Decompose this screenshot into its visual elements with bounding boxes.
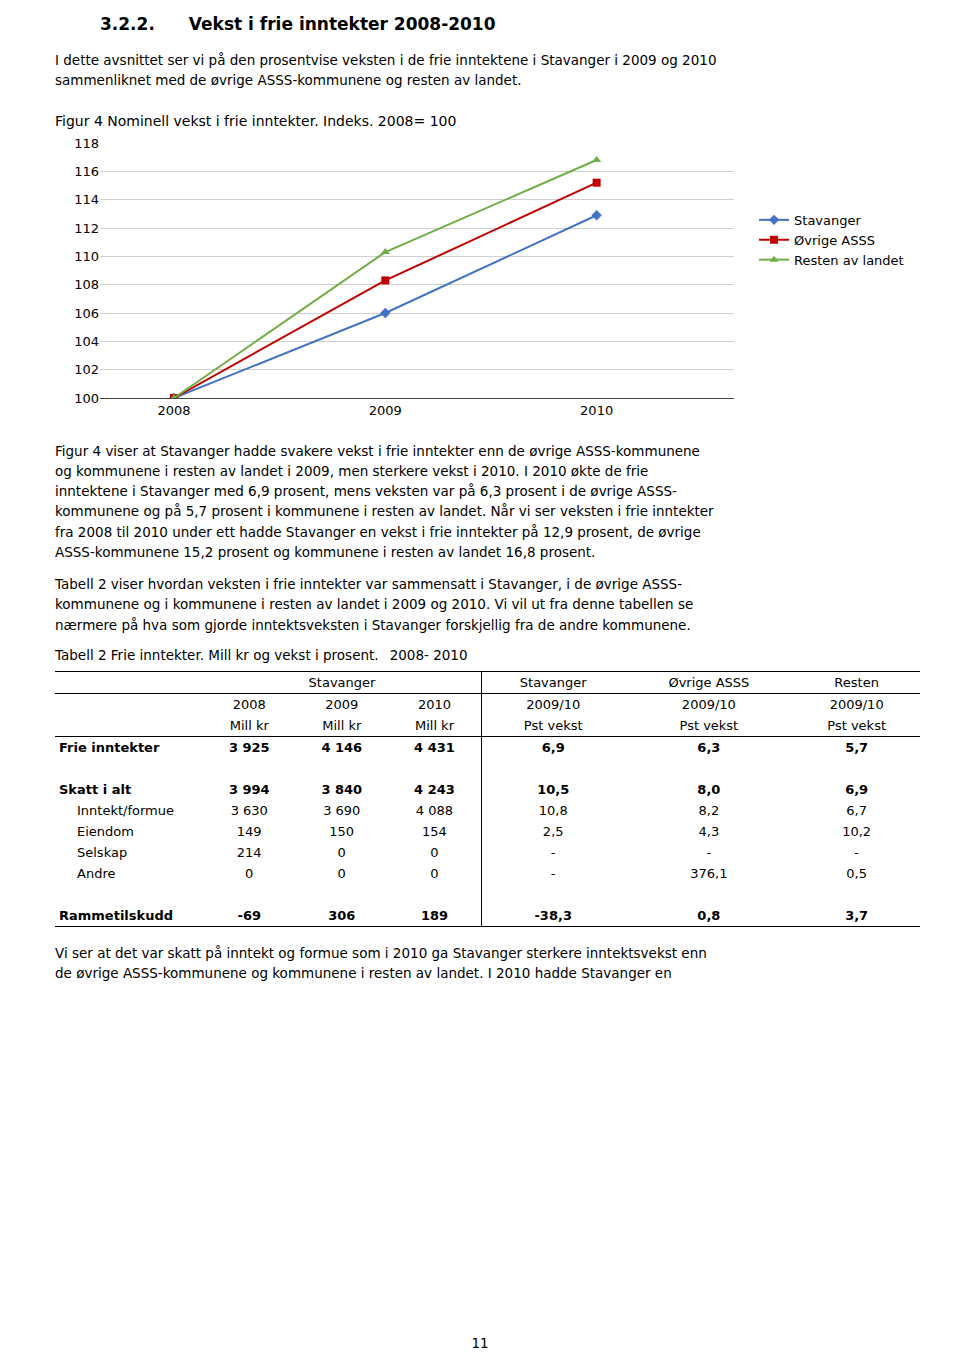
html-text:Mill kr: Mill kr <box>322 717 362 733</box>
svg-text:116: 116 <box>74 163 99 178</box>
svg-text:Stavanger: Stavanger <box>794 212 861 227</box>
svg-text:Figur 4 Nominell vekst i frie: Figur 4 Nominell vekst i frie inntekter.… <box>55 113 456 129</box>
html-text:Inntekt/formue: Inntekt/formue <box>77 802 174 818</box>
svg-text:2009: 2009 <box>369 402 402 417</box>
html-text:Pst vekst: Pst vekst <box>679 717 739 733</box>
html-text:2010: 2010 <box>417 696 451 712</box>
html-text:4 146: 4 146 <box>321 739 363 755</box>
svg-text:112: 112 <box>74 220 99 235</box>
html-text:8,2: 8,2 <box>698 802 720 818</box>
html-text:4 431: 4 431 <box>414 739 455 755</box>
html-text:0: 0 <box>430 844 439 860</box>
html-text:Figur 4 viser at Stavanger had: Figur 4 viser at Stavanger hadde svakere… <box>55 442 714 560</box>
html-text:214: 214 <box>236 844 262 860</box>
html-text:0,8: 0,8 <box>697 907 721 923</box>
html-text:8,0: 8,0 <box>697 781 721 797</box>
html-text:2009/10: 2009/10 <box>829 696 884 712</box>
html-text:3 630: 3 630 <box>230 802 268 818</box>
html-text:2009/10: 2009/10 <box>526 696 581 712</box>
svg-text:Resten av landet: Resten av landet <box>794 252 904 267</box>
html-text:6,7: 6,7 <box>846 802 867 818</box>
html-text:Eiendom: Eiendom <box>77 823 134 839</box>
html-text:Selskap: Selskap <box>77 844 128 860</box>
html-text:Tabell 2 Frie inntekter. Mill: Tabell 2 Frie inntekter. Mill kr og veks… <box>55 646 468 663</box>
html-text:3 690: 3 690 <box>323 802 361 818</box>
html-text:0: 0 <box>245 865 254 881</box>
html-text:2008: 2008 <box>232 696 266 712</box>
html-text:Stavanger: Stavanger <box>519 674 587 690</box>
html-text:6,9: 6,9 <box>845 781 869 797</box>
html-text:3 925: 3 925 <box>228 739 270 755</box>
html-text:4 243: 4 243 <box>414 781 455 797</box>
html-text:6,9: 6,9 <box>541 739 565 755</box>
svg-text:118: 118 <box>74 135 99 150</box>
html-text:154: 154 <box>422 823 447 839</box>
html-text:376,1: 376,1 <box>690 865 728 881</box>
html-text:Øvrige ASSS: Øvrige ASSS <box>668 674 750 690</box>
html-text:3 994: 3 994 <box>228 781 270 797</box>
html-text:Resten: Resten <box>834 674 879 690</box>
html-text:Andre: Andre <box>77 865 116 881</box>
svg-text:110: 110 <box>74 248 99 263</box>
html-text:Vi ser at det var skatt på inn: Vi ser at det var skatt på inntekt og fo… <box>55 944 707 981</box>
html-text:0,5: 0,5 <box>846 865 867 881</box>
html-text:Rammetilskudd: Rammetilskudd <box>59 907 174 923</box>
html-text:3 840: 3 840 <box>321 781 363 797</box>
html-text:Stavanger: Stavanger <box>308 674 376 690</box>
html-text:189: 189 <box>420 907 448 923</box>
html-text:Mill kr: Mill kr <box>414 717 454 733</box>
svg-text:102: 102 <box>74 362 99 377</box>
html-text:2009/10: 2009/10 <box>681 696 736 712</box>
html-text:5,7: 5,7 <box>845 739 869 755</box>
html-text:Skatt i alt: Skatt i alt <box>59 781 132 797</box>
svg-text:106: 106 <box>74 305 99 320</box>
html-text:-69: -69 <box>237 907 261 923</box>
html-text:150: 150 <box>329 823 355 839</box>
html-text:-38,3: -38,3 <box>534 907 572 923</box>
html-text:149: 149 <box>236 823 262 839</box>
html-text:Pst vekst: Pst vekst <box>827 717 886 733</box>
html-text:2,5: 2,5 <box>542 823 564 839</box>
svg-text:114: 114 <box>74 192 99 207</box>
html-text:3,7: 3,7 <box>845 907 869 923</box>
html-text:306: 306 <box>328 907 356 923</box>
html-text:Tabell 2 viser hvordan veksten: Tabell 2 viser hvordan veksten i frie in… <box>55 576 694 633</box>
html-text:11: 11 <box>471 1335 489 1351</box>
html-text:10,5: 10,5 <box>537 781 570 797</box>
svg-text:104: 104 <box>74 333 99 348</box>
svg-text:2008: 2008 <box>157 402 190 417</box>
html-text:4,3: 4,3 <box>698 823 720 839</box>
html-text:0: 0 <box>430 865 439 881</box>
svg-text:2010: 2010 <box>580 402 613 417</box>
html-text:6,3: 6,3 <box>697 739 721 755</box>
html-text:Mill kr: Mill kr <box>229 717 269 733</box>
svg-text:100: 100 <box>74 390 99 405</box>
html-text:Frie inntekter: Frie inntekter <box>59 739 160 755</box>
html-text:10,2: 10,2 <box>842 823 872 839</box>
html-text:10,8: 10,8 <box>538 802 568 818</box>
html-text:0: 0 <box>337 865 346 881</box>
html-text:4 088: 4 088 <box>415 802 454 818</box>
svg-text:Øvrige ASSS: Øvrige ASSS <box>794 232 875 247</box>
html-text:0: 0 <box>337 844 346 860</box>
html-text:Pst vekst: Pst vekst <box>523 717 583 733</box>
html-text:2009: 2009 <box>325 696 359 712</box>
html-text:3.2.2. Vekst i frie inntekter: 3.2.2. Vekst i frie inntekter 2008-2010 <box>100 14 496 34</box>
svg-text:108: 108 <box>74 277 99 292</box>
html-text:I dette avsnittet ser vi på de: I dette avsnittet ser vi på den prosentv… <box>55 52 717 89</box>
